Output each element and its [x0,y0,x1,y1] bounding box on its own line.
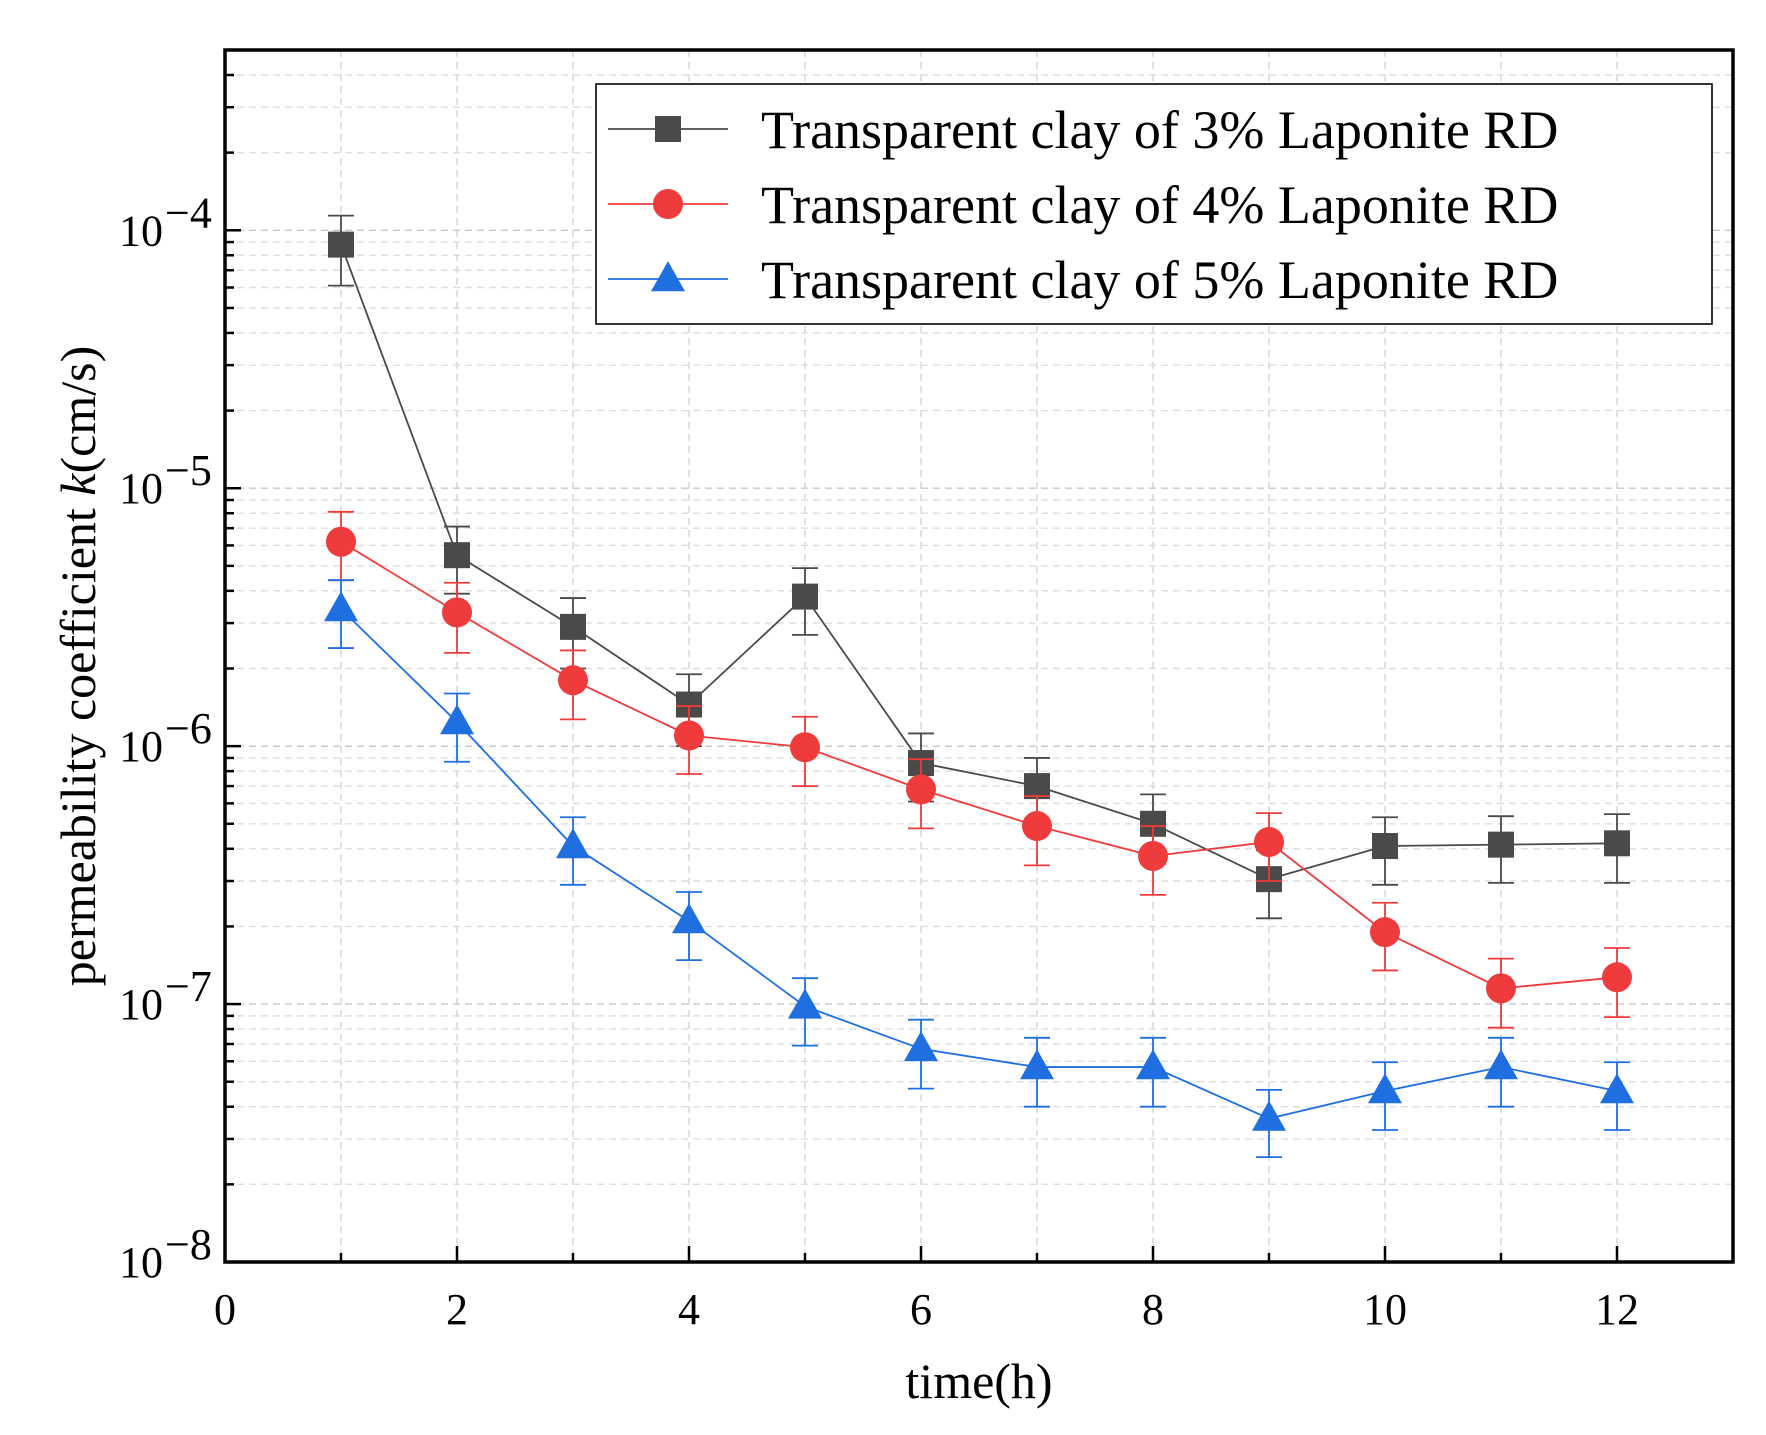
series-1 [328,214,1630,920]
data-point [1372,833,1398,860]
data-point [1602,962,1632,993]
x-tick-label: 0 [214,1285,236,1334]
x-tick-label: 8 [1142,1285,1164,1334]
x-axis-title: time(h) [905,1353,1052,1409]
data-point [442,597,472,628]
data-point [1136,1049,1170,1080]
data-point [792,583,818,610]
x-tick-label: 6 [910,1285,932,1334]
data-point [1254,826,1284,857]
data-point [1486,973,1516,1004]
data-point [1138,841,1168,872]
y-tick-label-exponent: −4 [165,188,212,237]
data-point [556,828,590,859]
y-tick-label-base: 10 [119,980,163,1029]
data-point [560,613,586,640]
data-point [790,732,820,763]
data-point [906,774,936,805]
data-point [558,665,588,696]
legend: Transparent clay of 3% Laponite RD Transp… [595,83,1713,325]
legend-label: Transparent clay of 3% Laponite RD [761,100,1558,160]
data-point [324,591,358,622]
data-point [444,542,470,569]
x-tick-label: 4 [678,1285,700,1334]
data-point [1252,1100,1286,1131]
x-tick-label: 12 [1595,1285,1639,1334]
y-tick-label-exponent: −5 [165,446,212,495]
legend-marker [651,261,685,292]
data-point [1368,1073,1402,1104]
x-tick-labels: 0 2 4 6 8 10 12 [214,1285,1639,1334]
y-tick-label-base: 10 [119,722,163,771]
series-line [340,608,1618,1120]
y-tick-label-exponent: −8 [165,1220,212,1269]
plot-area [324,214,1634,1159]
series-line [340,540,1618,990]
legend-label: Transparent clay of 5% Laponite RD [761,250,1558,310]
legend-label: Transparent clay of 4% Laponite RD [761,175,1558,235]
data-point [672,903,706,934]
x-tick-label: 2 [446,1285,468,1334]
y-tick-label-exponent: −6 [165,704,212,753]
y-tick-label-base: 10 [119,206,163,255]
y-axis-title-suffix: (cm/s) [50,346,106,474]
data-point [1024,773,1050,800]
data-point [326,526,356,557]
axis-ticks [225,73,1619,1262]
legend-marker [653,189,683,219]
data-point [1022,811,1052,842]
data-point [674,720,704,751]
data-point [1370,917,1400,948]
y-axis-title-italic: k [50,473,106,496]
legend-marker [655,116,681,142]
series-2 [326,510,1632,1029]
y-tick-label-exponent: −7 [165,962,212,1011]
y-tick-label-base: 10 [119,1238,163,1287]
series-3 [324,579,1634,1159]
y-axis-title: permeability coefficient k(cm/s) [50,346,106,986]
data-point [328,231,354,258]
plot-frame [223,48,1735,1264]
data-point [1020,1049,1054,1080]
data-point [440,704,474,735]
y-tick-label-base: 10 [119,464,163,513]
data-point [904,1031,938,1062]
x-tick-label: 10 [1363,1285,1407,1334]
series-line [340,244,1618,881]
legend-box [595,83,1713,325]
data-point [1488,831,1514,858]
data-point [788,988,822,1019]
y-tick-labels: 10−810−710−610−510−4 [119,188,212,1287]
y-axis-title-prefix: permeability coefficient [50,496,106,987]
data-point [1600,1073,1634,1104]
data-point [1484,1049,1518,1080]
data-point [1604,830,1630,857]
